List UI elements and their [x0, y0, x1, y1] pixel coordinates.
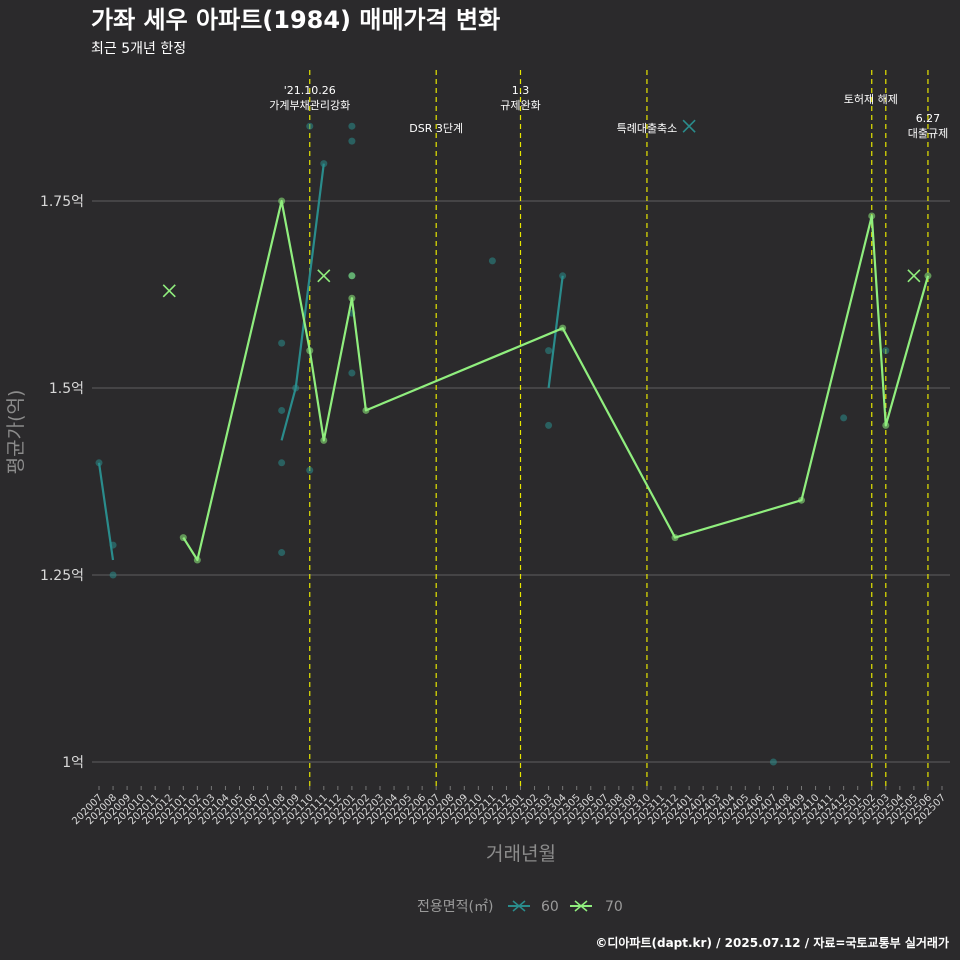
event-annotation: 가계부채관리강화	[269, 99, 350, 112]
y-axis-title: 평균가(억)	[5, 390, 27, 475]
legend-item-60: 60	[508, 899, 559, 915]
event-annotation: 규제완화	[500, 99, 540, 112]
data-point-60	[306, 467, 313, 474]
data-point-60	[545, 422, 552, 429]
data-point-60	[278, 459, 285, 466]
data-point-60	[840, 414, 847, 421]
data-series	[96, 120, 932, 765]
data-point-60	[489, 257, 496, 264]
event-annotation: 특례대출축소	[617, 122, 678, 135]
x-axis-ticks: 2020072020082020092020102020112020122021…	[70, 786, 948, 827]
single-sale-marker-70	[318, 270, 330, 282]
legend-label-70: 70	[605, 899, 623, 915]
data-point-60	[348, 138, 355, 145]
y-tick-label: 1.75억	[40, 194, 84, 210]
data-point-60	[348, 123, 355, 130]
data-point-60	[770, 759, 777, 766]
data-point-60	[278, 340, 285, 347]
series-line-60	[99, 463, 113, 560]
chart-title: 가좌 세우 아파트(1984) 매매가격 변화	[91, 6, 500, 34]
event-annotation: 대출규제	[908, 127, 948, 140]
event-annotation: 6.27	[916, 112, 941, 125]
data-point-60	[348, 370, 355, 377]
single-sale-marker-70	[163, 285, 175, 297]
data-point-60	[545, 347, 552, 354]
event-lines	[310, 70, 928, 790]
legend-title: 전용면적(㎡)	[417, 899, 493, 915]
y-tick-label: 1.5억	[49, 381, 84, 397]
data-point-60	[278, 407, 285, 414]
data-point-70	[348, 272, 355, 279]
data-point-60	[278, 549, 285, 556]
chart-subtitle: 최근 5개년 한정	[91, 41, 186, 57]
y-tick-label: 1.25억	[40, 568, 84, 584]
single-sale-marker-60	[683, 120, 695, 132]
chart-caption: ©디아파트(dapt.kr) / 2025.07.12 / 자료=국토교통부 실…	[595, 935, 949, 950]
event-annotation: '21.10.26	[284, 84, 336, 97]
legend: 전용면적(㎡) 60 70	[417, 899, 623, 915]
event-annotation: DSR 3단계	[409, 122, 463, 135]
y-tick-label: 1억	[62, 755, 84, 771]
series-line-70	[183, 201, 928, 560]
data-point-60	[306, 123, 313, 130]
single-sale-marker-70	[908, 270, 920, 282]
data-point-60	[882, 347, 889, 354]
legend-label-60: 60	[541, 899, 559, 915]
event-annotation: 1.3	[512, 84, 530, 97]
event-annotation: 토허제 해제	[844, 92, 898, 106]
legend-item-70: 70	[570, 899, 623, 915]
event-annotations: '21.10.26 가계부채관리강화 DSR 3단계 1.3 규제완화특례대출축소 토허제…	[269, 84, 948, 140]
data-point-60	[110, 572, 117, 579]
y-axis-ticks: 1억 1.25억 1.5억 1.75억	[40, 194, 84, 771]
x-axis-title: 거래년월	[486, 843, 556, 865]
